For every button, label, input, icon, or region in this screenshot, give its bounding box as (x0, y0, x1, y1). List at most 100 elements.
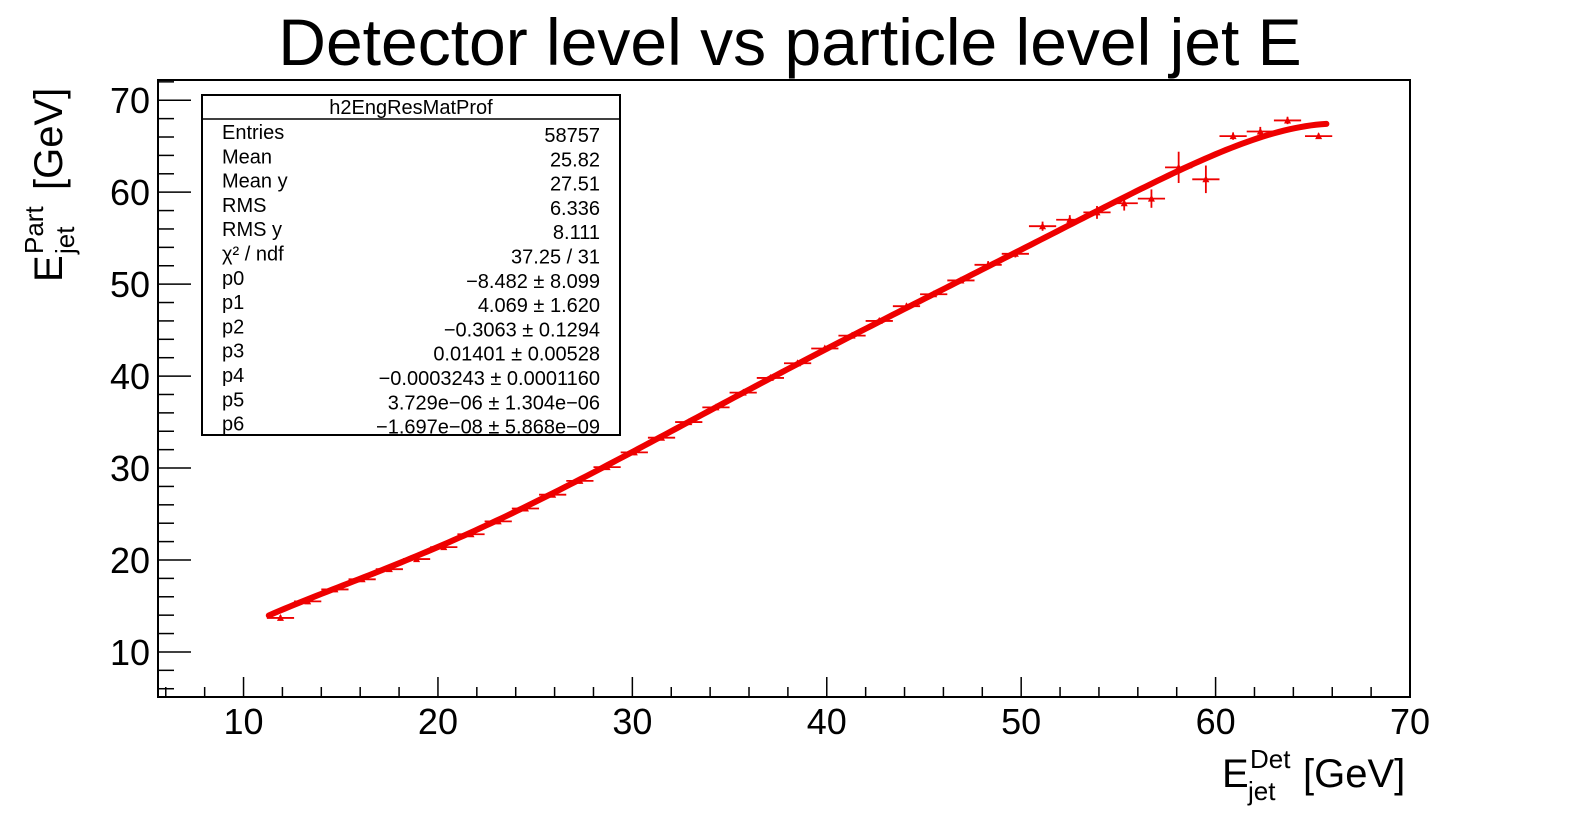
stats-row-label: Mean (222, 146, 272, 168)
x-tick-label: 40 (807, 701, 847, 742)
stats-row-label: p3 (222, 341, 244, 363)
data-point (1137, 189, 1166, 208)
data-points (266, 116, 1333, 621)
triangle-marker (467, 530, 475, 538)
y-tick-label: 10 (110, 632, 150, 673)
y-axis-label-sup: Part (19, 206, 49, 254)
triangle-marker (766, 373, 774, 381)
y-tick-label: 50 (110, 264, 150, 305)
data-point (1246, 126, 1274, 137)
triangle-marker (549, 490, 557, 498)
data-point (1165, 151, 1193, 183)
stats-box-frame (201, 94, 621, 436)
x-axis-label: E Det jet [GeV] (1222, 744, 1405, 806)
x-axis-label-unit: [GeV] (1303, 752, 1405, 796)
triangle-marker (304, 597, 312, 605)
y-axis-ticks: 10 20 30 40 50 60 70 (110, 80, 191, 690)
data-point (1192, 165, 1220, 194)
triangle-marker (358, 575, 366, 583)
x-tick-label: 30 (612, 701, 652, 742)
data-point (1219, 132, 1247, 140)
triangle-marker (930, 290, 938, 298)
triangle-marker (1284, 116, 1292, 124)
x-tick-label: 20 (418, 701, 458, 742)
triangle-marker (494, 517, 502, 525)
y-axis-label-main: E (27, 255, 71, 282)
triangle-marker (1039, 222, 1047, 230)
x-axis-label-sup: Det (1250, 744, 1291, 774)
triangle-marker (712, 403, 720, 411)
data-point (511, 504, 540, 512)
stats-row-label: p6 (222, 414, 244, 436)
stats-row-value: −0.3063 ± 0.1294 (444, 319, 600, 341)
stats-row-label: p0 (222, 268, 244, 290)
stats-row-label: p2 (222, 316, 244, 338)
stats-row-value: −0.0003243 ± 0.0001160 (379, 368, 600, 390)
y-axis-label: E Part jet [GeV] (19, 88, 80, 282)
data-point (865, 316, 893, 324)
stats-row-label: Entries (222, 122, 284, 144)
data-point (375, 565, 403, 573)
stats-row-label: p4 (222, 365, 244, 387)
triangle-marker (1256, 127, 1264, 135)
triangle-marker (875, 316, 883, 324)
triangle-marker (1315, 132, 1323, 140)
y-axis-label-unit: [GeV] (27, 88, 71, 190)
stats-row-value: 8.111 (553, 222, 600, 244)
stats-row-value: 6.336 (550, 198, 600, 220)
data-point (729, 388, 757, 396)
stats-row-label: p5 (222, 389, 244, 411)
data-point (566, 476, 594, 484)
data-point (1028, 221, 1057, 231)
data-point (838, 331, 866, 339)
data-point (947, 276, 975, 284)
data-point (920, 290, 948, 298)
stats-box: h2EngResMatProf Entries 58757 Mean 25.82 Mea… (201, 94, 621, 439)
data-point (1056, 215, 1084, 225)
triangle-marker (685, 418, 693, 426)
data-point (892, 302, 921, 310)
triangle-marker (1011, 249, 1019, 257)
y-tick-label: 20 (110, 540, 150, 581)
data-point (1110, 195, 1138, 211)
y-tick-label: 40 (110, 356, 150, 397)
stats-row-value: 27.51 (550, 174, 600, 196)
stats-row-label: RMS y (222, 219, 282, 241)
triangle-marker (576, 476, 584, 484)
triangle-marker (957, 276, 965, 284)
x-axis-label-main: E (1222, 752, 1249, 796)
data-point (811, 344, 839, 352)
data-point (647, 433, 676, 441)
stats-box-rows: Entries 58757 Mean 25.82 Mean y 27.51 RMS 6.336… (222, 122, 600, 439)
data-point (675, 418, 703, 426)
triangle-marker (385, 565, 393, 573)
x-axis-ticks: 10 20 30 40 50 60 70 (165, 677, 1430, 742)
x-tick-label: 10 (224, 701, 264, 742)
data-point (1001, 249, 1029, 258)
data-point (620, 448, 648, 456)
stats-row-value: 58757 (544, 125, 600, 147)
stats-row-value: 4.069 ± 1.620 (478, 295, 600, 317)
triangle-marker (413, 555, 421, 563)
triangle-marker (1066, 215, 1074, 223)
triangle-marker (276, 613, 284, 621)
data-point (539, 490, 567, 498)
stats-row-label: χ² / ndf (222, 244, 284, 266)
triangle-marker (902, 302, 910, 310)
data-point (294, 597, 322, 605)
data-point (756, 373, 784, 381)
data-point (1083, 205, 1111, 219)
stats-row-value: 37.25 / 31 (511, 247, 600, 269)
x-tick-label: 60 (1196, 701, 1236, 742)
y-axis-label-sub: jet (50, 226, 80, 255)
triangle-marker (603, 463, 611, 471)
stats-row-label: p1 (222, 292, 244, 314)
stats-row-value: −8.482 ± 8.099 (466, 271, 600, 293)
x-tick-label: 50 (1001, 701, 1041, 742)
y-tick-label: 30 (110, 448, 150, 489)
stats-row-label: RMS (222, 195, 266, 217)
stats-box-title: h2EngResMatProf (329, 97, 493, 119)
x-axis-label-sub: jet (1247, 776, 1276, 806)
stats-row-value: 0.01401 ± 0.00528 (433, 344, 600, 366)
